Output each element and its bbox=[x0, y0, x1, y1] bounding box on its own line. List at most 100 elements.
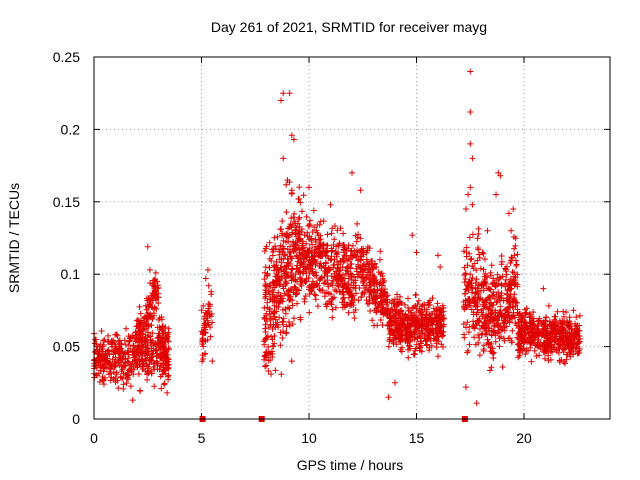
data-point bbox=[479, 249, 486, 256]
data-point bbox=[312, 238, 319, 245]
data-point bbox=[337, 288, 344, 295]
data-point bbox=[496, 275, 503, 282]
data-point bbox=[291, 241, 298, 248]
data-point bbox=[335, 282, 342, 289]
data-point bbox=[285, 318, 292, 325]
x-tick-label: 20 bbox=[516, 430, 532, 446]
data-point bbox=[283, 181, 290, 188]
data-point bbox=[207, 333, 214, 340]
data-point bbox=[313, 250, 320, 257]
data-point bbox=[283, 209, 290, 216]
data-point bbox=[265, 357, 272, 364]
data-point bbox=[287, 254, 294, 261]
data-point bbox=[573, 314, 580, 321]
data-point bbox=[388, 328, 395, 335]
data-point bbox=[209, 319, 216, 326]
data-point bbox=[502, 283, 509, 290]
data-point bbox=[482, 304, 489, 311]
data-point bbox=[379, 291, 386, 298]
data-point bbox=[267, 371, 274, 378]
data-point bbox=[466, 298, 473, 305]
data-point bbox=[115, 338, 122, 345]
data-point bbox=[511, 295, 518, 302]
data-point bbox=[519, 335, 526, 342]
data-point bbox=[310, 207, 317, 214]
data-point bbox=[482, 318, 489, 325]
data-point bbox=[436, 328, 443, 335]
data-point bbox=[414, 317, 421, 324]
data-point bbox=[329, 306, 336, 313]
data-point bbox=[143, 325, 150, 332]
data-point bbox=[514, 251, 521, 258]
data-point bbox=[479, 312, 486, 319]
data-point bbox=[202, 329, 209, 336]
data-point bbox=[297, 199, 304, 206]
data-point bbox=[287, 260, 294, 267]
data-point bbox=[472, 322, 479, 329]
data-point bbox=[469, 231, 476, 238]
data-point bbox=[466, 278, 473, 285]
data-point bbox=[290, 248, 297, 255]
data-point bbox=[398, 300, 405, 307]
data-point bbox=[272, 316, 279, 323]
data-point bbox=[146, 360, 153, 367]
data-point bbox=[545, 302, 552, 309]
data-point bbox=[511, 245, 518, 252]
data-point bbox=[303, 213, 310, 220]
data-point bbox=[341, 299, 348, 306]
data-point bbox=[155, 316, 162, 323]
data-point bbox=[328, 296, 335, 303]
data-point bbox=[405, 354, 412, 361]
data-point bbox=[329, 277, 336, 284]
data-point bbox=[377, 271, 384, 278]
data-point bbox=[288, 266, 295, 273]
data-point bbox=[308, 266, 315, 273]
data-point bbox=[159, 360, 166, 367]
data-point bbox=[363, 249, 370, 256]
data-point bbox=[556, 339, 563, 346]
data-point bbox=[282, 274, 289, 281]
data-point bbox=[380, 311, 387, 318]
data-point bbox=[282, 306, 289, 313]
data-point bbox=[339, 272, 346, 279]
data-point bbox=[272, 243, 279, 250]
data-point bbox=[568, 326, 575, 333]
data-point bbox=[363, 297, 370, 304]
data-point bbox=[481, 273, 488, 280]
data-point bbox=[464, 319, 471, 326]
data-point bbox=[425, 302, 432, 309]
data-point bbox=[334, 258, 341, 265]
data-point bbox=[199, 352, 206, 359]
data-point bbox=[329, 295, 336, 302]
data-point bbox=[320, 241, 327, 248]
data-point bbox=[463, 244, 470, 251]
data-point bbox=[151, 383, 158, 390]
data-point bbox=[309, 229, 316, 236]
data-point bbox=[312, 269, 319, 276]
data-point bbox=[561, 360, 568, 367]
data-point bbox=[402, 332, 409, 339]
data-point bbox=[476, 334, 483, 341]
data-point bbox=[135, 370, 142, 377]
data-point bbox=[369, 257, 376, 264]
data-point bbox=[324, 277, 331, 284]
data-point bbox=[268, 333, 275, 340]
data-point bbox=[288, 358, 295, 365]
data-point bbox=[340, 283, 347, 290]
data-point bbox=[344, 257, 351, 264]
data-point bbox=[339, 277, 346, 284]
data-point bbox=[263, 362, 270, 369]
data-point bbox=[317, 253, 324, 260]
data-point bbox=[337, 257, 344, 264]
data-point bbox=[517, 316, 524, 323]
data-point bbox=[115, 385, 122, 392]
data-point bbox=[538, 321, 545, 328]
data-point bbox=[488, 364, 495, 371]
data-point bbox=[97, 367, 104, 374]
data-point bbox=[324, 281, 331, 288]
data-point bbox=[471, 334, 478, 341]
data-point bbox=[198, 307, 205, 314]
data-point bbox=[306, 184, 312, 191]
data-point bbox=[276, 314, 283, 321]
